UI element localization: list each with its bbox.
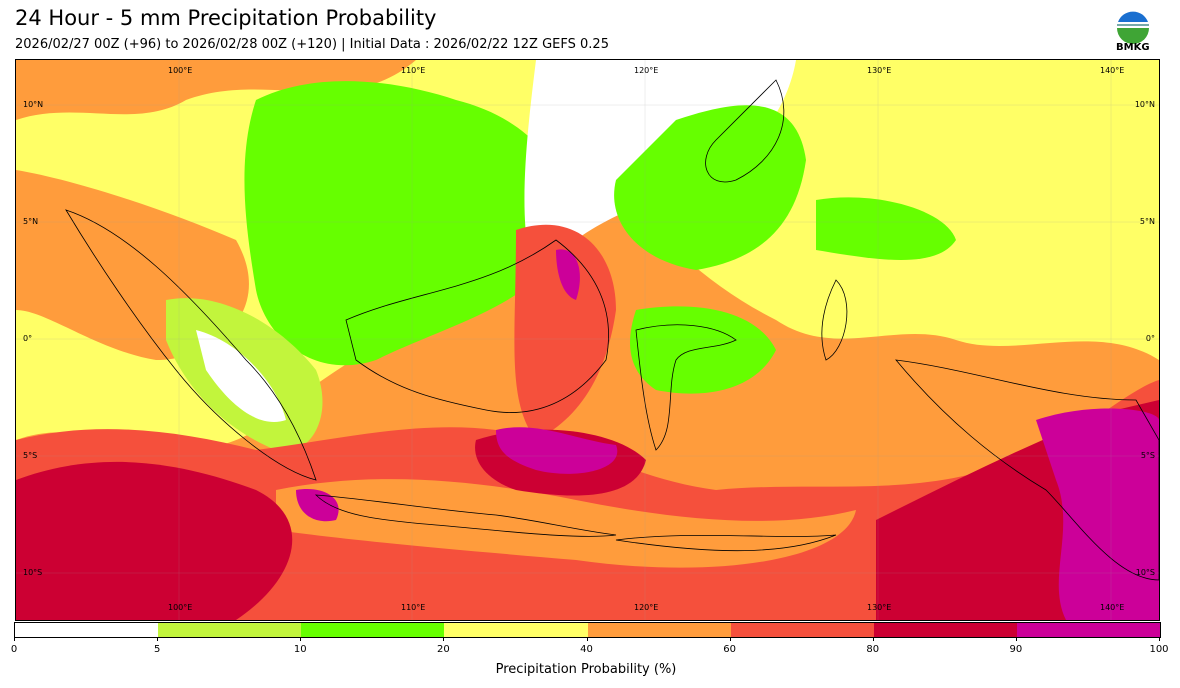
field-magenta-java [296, 489, 339, 522]
lat-label-left: 10°S [23, 568, 43, 577]
colorbar-tick-label: 20 [437, 644, 450, 655]
colorbar-segment [15, 623, 159, 637]
lat-label-left: 5°S [23, 451, 38, 460]
colorbar-tick-label: 0 [10, 644, 18, 655]
chart-subtitle: 2026/02/27 00Z (+96) to 2026/02/28 00Z (… [15, 37, 609, 52]
lon-label-bottom: 100°E [168, 603, 193, 612]
lat-label-left: 10°N [23, 100, 44, 109]
field-orange-java [276, 479, 856, 568]
colorbar-tick-mark [586, 637, 588, 641]
field-magenta-banda [496, 427, 618, 474]
colorbar-tick-label: 10 [293, 644, 307, 655]
colorbar-segment [1016, 623, 1160, 637]
field-green-sul [630, 306, 776, 394]
lat-label-left: 5°N [23, 217, 39, 226]
colorbar-label: Precipitation Probability (%) [495, 662, 677, 677]
lat-label-right: 10°S [1135, 568, 1155, 577]
colorbar-tick-mark [14, 637, 15, 641]
colorbar-tick-label: 100 [1149, 644, 1169, 655]
field-green-ph [614, 105, 806, 270]
colorbar-tick-label: 80 [866, 644, 880, 655]
field-red-ind [16, 380, 1159, 620]
lon-label-bottom: 140°E [1100, 603, 1125, 612]
colorbar-tick-mark [1159, 637, 1160, 641]
gridlines [16, 60, 1159, 620]
bmkg-logo [1117, 10, 1149, 44]
colorbar-tick-label: 90 [1009, 644, 1023, 655]
colorbar-tick-mark [157, 637, 159, 641]
lon-label-top: 110°E [401, 66, 426, 75]
lat-label-right: 5°S [1140, 451, 1155, 460]
colorbar-segment [730, 623, 874, 637]
lat-label-right: 0° [1145, 334, 1155, 343]
lon-label-bottom: 110°E [401, 603, 426, 612]
lon-label-top: 140°E [1100, 66, 1125, 75]
field-green-east [816, 197, 956, 260]
lat-label-right: 5°N [1139, 217, 1155, 226]
colorbar-tick-label: 5 [153, 644, 161, 655]
colorbar-tick-mark [443, 637, 445, 641]
colorbar-tick-mark [729, 637, 731, 641]
field-magenta-png [1036, 408, 1159, 620]
field-darkred-sw [16, 461, 293, 620]
colorbar-segment [158, 623, 302, 637]
lon-label-bottom: 130°E [867, 603, 892, 612]
coastlines [65, 79, 1159, 581]
colorbar-segment [587, 623, 731, 637]
lon-label-bottom: 120°E [634, 603, 659, 612]
colorbar-tick-mark [1015, 637, 1017, 641]
colorbar-segment [301, 623, 445, 637]
precipitation-map: 100°E 110°E 120°E 130°E 140°E 100°E 110°… [15, 59, 1160, 621]
chart-title: 24 Hour - 5 mm Precipitation Probability [15, 6, 437, 30]
lon-label-top: 120°E [634, 66, 659, 75]
field-green-n [244, 81, 565, 366]
logo-text: BMKG [1116, 42, 1150, 53]
field-white-sumatra [196, 330, 286, 422]
colorbar-segment [444, 623, 588, 637]
colorbar-tick-mark [300, 637, 302, 641]
lon-label-top: 100°E [168, 66, 193, 75]
colorbar [14, 622, 1161, 638]
lon-label-top: 130°E [867, 66, 892, 75]
colorbar-tick-mark [872, 637, 874, 641]
lat-label-right: 10°N [1134, 100, 1155, 109]
colorbar-segment [873, 623, 1017, 637]
colorbar-tick-label: 40 [580, 644, 593, 655]
lat-label-left: 0° [23, 334, 33, 343]
probability-field [16, 60, 1159, 620]
field-red-borneo [514, 224, 616, 440]
field-magenta-borneo [556, 249, 580, 300]
colorbar-tick-label: 60 [723, 644, 736, 655]
